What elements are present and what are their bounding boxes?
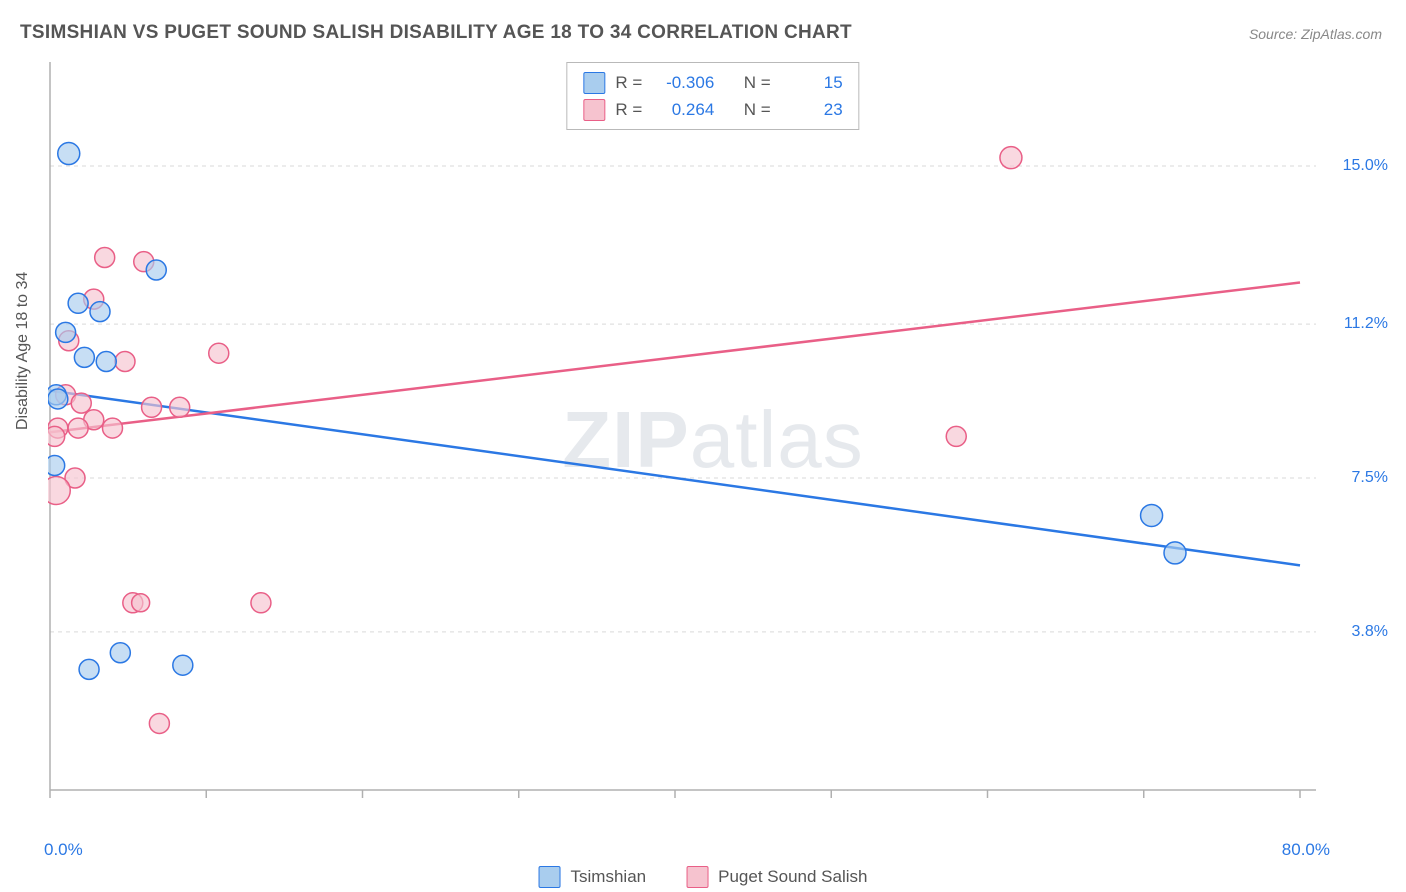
stats-r-value-series1: -0.306 bbox=[652, 69, 714, 96]
stats-r-label: R = bbox=[615, 69, 642, 96]
scatter-plot bbox=[48, 60, 1318, 810]
y-tick-label: 11.2% bbox=[1344, 315, 1388, 333]
legend-label-series2: Puget Sound Salish bbox=[718, 867, 867, 887]
legend-label-series1: Tsimshian bbox=[571, 867, 647, 887]
y-tick-label: 15.0% bbox=[1343, 157, 1388, 175]
stats-swatch-series1 bbox=[583, 72, 605, 94]
stats-n-label: N = bbox=[744, 96, 771, 123]
legend-item-series1: Tsimshian bbox=[539, 866, 647, 888]
stats-r-value-series2: 0.264 bbox=[652, 96, 714, 123]
stats-n-value-series1: 15 bbox=[781, 69, 843, 96]
stats-row-series2: R = 0.264 N = 23 bbox=[583, 96, 842, 123]
stats-legend: R = -0.306 N = 15 R = 0.264 N = 23 bbox=[566, 62, 859, 130]
stats-n-value-series2: 23 bbox=[781, 96, 843, 123]
chart-title: TSIMSHIAN VS PUGET SOUND SALISH DISABILI… bbox=[20, 22, 852, 44]
x-min-label: 0.0% bbox=[44, 840, 83, 860]
source-attribution: Source: ZipAtlas.com bbox=[1249, 26, 1382, 42]
stats-swatch-series2 bbox=[583, 99, 605, 121]
y-tick-label: 7.5% bbox=[1352, 469, 1388, 487]
y-axis-label: Disability Age 18 to 34 bbox=[14, 272, 32, 430]
stats-row-series1: R = -0.306 N = 15 bbox=[583, 69, 842, 96]
legend-swatch-series1 bbox=[539, 866, 561, 888]
x-max-label: 80.0% bbox=[1282, 840, 1330, 860]
legend-swatch-series2 bbox=[686, 866, 708, 888]
legend: Tsimshian Puget Sound Salish bbox=[539, 866, 868, 888]
stats-n-label: N = bbox=[744, 69, 771, 96]
y-tick-label: 3.8% bbox=[1352, 623, 1388, 641]
chart-area: ZIPatlas R = -0.306 N = 15 R = 0.264 N =… bbox=[48, 60, 1378, 820]
stats-r-label: R = bbox=[615, 96, 642, 123]
legend-item-series2: Puget Sound Salish bbox=[686, 866, 867, 888]
